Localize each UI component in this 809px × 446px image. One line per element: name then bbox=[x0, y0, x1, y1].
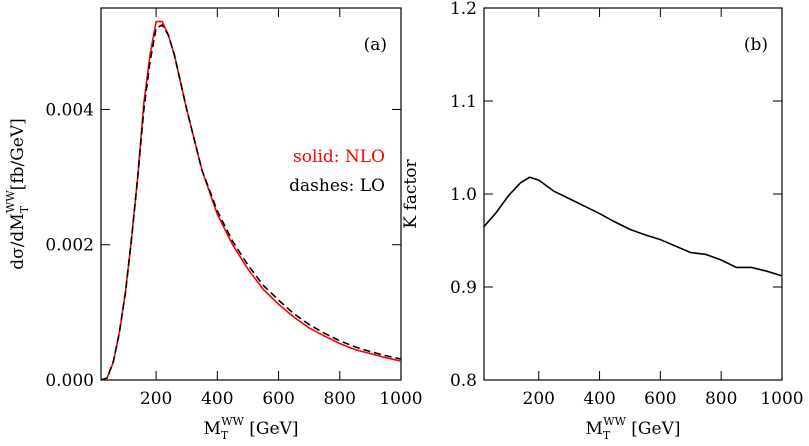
y-label-main: dσ/dM bbox=[8, 213, 28, 270]
y-label-unit: [fb/GeV] bbox=[8, 118, 28, 190]
x-label-sub: T bbox=[221, 429, 229, 442]
x-axis-label: MTWW [GeV] bbox=[204, 415, 299, 442]
legend-label: dashes: LO bbox=[289, 176, 385, 196]
x-tick-label: 1000 bbox=[379, 389, 422, 409]
x-label-unit: [GeV] bbox=[626, 419, 681, 439]
x-tick-label: 400 bbox=[201, 389, 233, 409]
x-label-main: M bbox=[586, 419, 603, 439]
panel-label: (a) bbox=[364, 35, 387, 55]
x-tick-label: 200 bbox=[523, 389, 555, 409]
y-axis-label: dσ/dMTWW[fb/GeV] bbox=[4, 118, 31, 270]
x-tick-label: 1000 bbox=[760, 389, 803, 409]
plot-frame bbox=[483, 7, 783, 381]
y-tick-label: 1.1 bbox=[450, 92, 477, 112]
y-tick-label: 0.004 bbox=[45, 100, 94, 120]
x-label-main: M bbox=[204, 419, 221, 439]
legend-label: solid: NLO bbox=[293, 147, 385, 167]
y-tick-label: 0.9 bbox=[450, 278, 477, 298]
y-label-sub: T bbox=[18, 205, 31, 213]
data-line bbox=[483, 176, 783, 277]
x-tick-label: 600 bbox=[262, 389, 294, 409]
x-label-sup: WW bbox=[603, 415, 626, 428]
panel-label: (b) bbox=[744, 35, 768, 55]
data-line bbox=[100, 20, 402, 381]
y-label-sup: WW bbox=[4, 190, 17, 213]
data-line bbox=[100, 23, 402, 381]
x-tick-label: 600 bbox=[644, 389, 676, 409]
x-label-unit: [GeV] bbox=[244, 419, 299, 439]
y-tick-label: 1.2 bbox=[450, 0, 477, 19]
y-tick-label: 1.0 bbox=[450, 185, 477, 205]
x-label-sup: WW bbox=[221, 415, 244, 428]
y-tick-label: 0.000 bbox=[45, 371, 94, 391]
y-tick-label: 0.8 bbox=[450, 371, 477, 391]
x-tick-label: 800 bbox=[705, 389, 737, 409]
x-tick-label: 800 bbox=[324, 389, 356, 409]
x-tick-label: 200 bbox=[140, 389, 172, 409]
x-axis-label: MTWW [GeV] bbox=[586, 415, 681, 442]
y-tick-label: 0.002 bbox=[45, 236, 94, 256]
y-axis-label: K factor bbox=[401, 159, 421, 229]
x-label-sub: T bbox=[603, 429, 611, 442]
x-tick-label: 400 bbox=[583, 389, 615, 409]
plot-frame bbox=[100, 7, 402, 381]
